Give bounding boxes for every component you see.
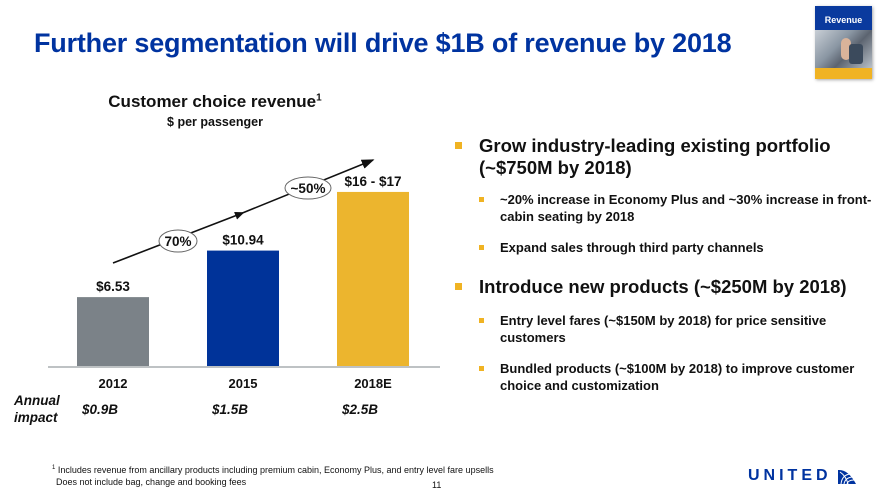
growth-trend-arrow xyxy=(112,159,375,264)
annual-impact-2012: $0.9B xyxy=(81,402,118,417)
slide-title: Further segmentation will drive $1B of r… xyxy=(34,28,732,58)
bar-2015 xyxy=(207,250,279,366)
footnote-line1: Includes revenue from ancillary products… xyxy=(57,465,494,475)
badge-footer-bar xyxy=(815,68,872,79)
sub-bullet-bundled: Bundled products (~$100M by 2018) to imp… xyxy=(479,360,875,394)
bullet-marker-icon xyxy=(479,197,484,202)
footnote-line2: Does not include bag, change and booking… xyxy=(56,477,247,487)
data-label-2012: $6.53 xyxy=(96,279,130,294)
annual-impact-label-line2: impact xyxy=(14,410,58,425)
growth-label-2: ~50% xyxy=(291,181,326,196)
annual-impact-label-line1: Annual xyxy=(13,393,60,408)
bar-2018E xyxy=(337,191,409,366)
footnote: 1 Includes revenue from ancillary produc… xyxy=(52,462,494,488)
bullet-marker-icon xyxy=(479,245,484,250)
badge-label: Revenue xyxy=(815,6,872,30)
data-label-2018E: $16 - $17 xyxy=(344,174,401,189)
bullet-marker-icon xyxy=(479,318,484,323)
chart-title: Customer choice revenue1 xyxy=(40,92,390,112)
growth-bubble-2 xyxy=(284,176,332,200)
bullet-text: ~20% increase in Economy Plus and ~30% i… xyxy=(500,192,872,224)
bullet-text: Grow industry-leading existing portfolio… xyxy=(479,135,831,178)
sub-bullet-entry-fares: Entry level fares (~$150M by 2018) for p… xyxy=(479,312,875,346)
growth-label-1: 70% xyxy=(164,234,191,249)
page-number: 11 xyxy=(432,480,442,490)
bullet-text: Bundled products (~$100M by 2018) to imp… xyxy=(500,361,855,393)
bullet-list: Grow industry-leading existing portfolio… xyxy=(455,135,875,408)
x-tick-2015: 2015 xyxy=(229,376,258,391)
growth-bubble-1 xyxy=(158,229,198,253)
bullet-text: Expand sales through third party channel… xyxy=(500,240,764,255)
x-tick-2012: 2012 xyxy=(99,376,128,391)
data-label-2015: $10.94 xyxy=(222,233,264,248)
bullet-marker-icon xyxy=(455,283,462,290)
sub-bullet-channels: Expand sales through third party channel… xyxy=(479,239,875,256)
x-tick-2018E: 2018E xyxy=(354,376,392,391)
annual-impact-2018E: $2.5B xyxy=(341,402,378,417)
bar-chart: 70% ~50% $6.53 2012 $0.9B $10.94 2015 $1.5B $16… xyxy=(13,159,440,425)
bullet-text: Entry level fares (~$150M by 2018) for p… xyxy=(500,313,827,345)
bullet-marker-icon xyxy=(479,366,484,371)
chart-title-text: Customer choice revenue xyxy=(108,92,317,111)
chart-subtitle: $ per passenger xyxy=(167,115,263,129)
united-logo: UNITED xyxy=(748,466,858,486)
bullet-grow-portfolio: Grow industry-leading existing portfolio… xyxy=(455,135,875,179)
footnote-marker: 1 xyxy=(52,465,56,471)
bar-2012 xyxy=(77,297,149,366)
cabin-photo xyxy=(815,30,872,68)
logo-wordmark: UNITED xyxy=(748,467,832,484)
bullet-new-products: Introduce new products (~$250M by 2018) xyxy=(455,276,875,298)
globe-icon xyxy=(837,469,856,485)
bullet-marker-icon xyxy=(455,142,462,149)
annual-impact-2015: $1.5B xyxy=(211,402,248,417)
bullet-text: Introduce new products (~$250M by 2018) xyxy=(479,276,847,297)
section-badge: Revenue xyxy=(815,6,872,79)
footnote-marker: 1 xyxy=(316,92,322,104)
sub-bullet-seating: ~20% increase in Economy Plus and ~30% i… xyxy=(479,191,875,225)
